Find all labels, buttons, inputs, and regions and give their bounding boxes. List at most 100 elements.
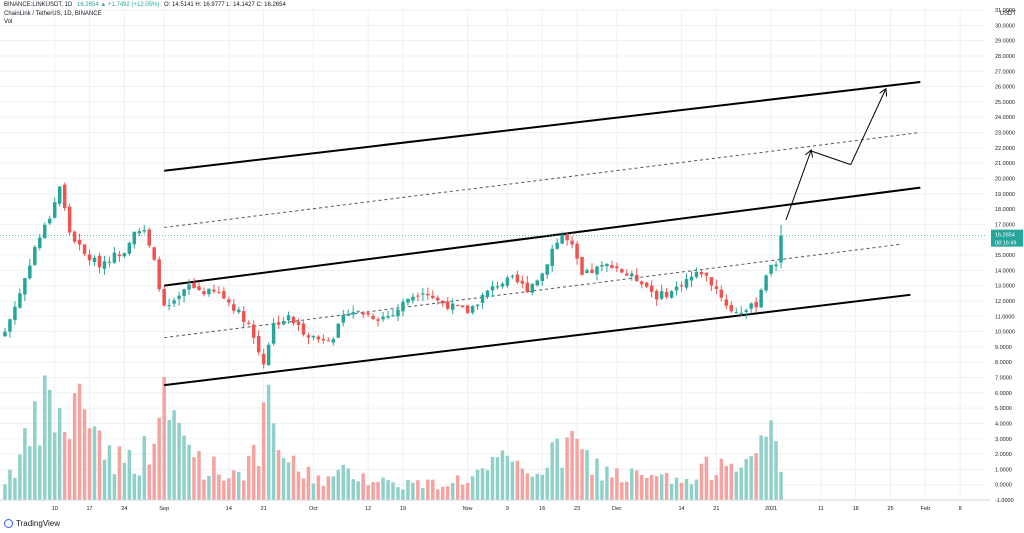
volume-bar (222, 480, 226, 500)
volume-bar (122, 462, 127, 500)
candle-body (391, 315, 395, 317)
candle-body (515, 274, 520, 283)
volume-bar (480, 468, 485, 500)
channel-line-lower-mid-dotted (164, 243, 901, 339)
price-tick-label: 8.0000 (995, 360, 1012, 366)
time-tick-label: Feb (921, 506, 930, 512)
volume-bar (147, 464, 151, 500)
volume-bar (251, 444, 256, 500)
volume-bar (669, 483, 674, 500)
candle-body (495, 286, 500, 288)
candle-body (640, 281, 644, 285)
volume-bar (585, 450, 589, 500)
candle-body (13, 306, 17, 321)
candle-body (102, 261, 107, 269)
volume-bar (535, 473, 540, 500)
candle-body (620, 269, 624, 273)
volume-bar (436, 489, 440, 500)
volume-bar (734, 471, 739, 500)
volume-bar (421, 488, 425, 500)
volume-bar (754, 453, 758, 500)
candle-body (52, 202, 57, 218)
candle-body (674, 286, 679, 291)
candle-body (490, 286, 495, 291)
candle-body (311, 335, 316, 338)
volume-bar (774, 441, 778, 500)
price-tick-label: 11.0000 (995, 314, 1014, 320)
volume-bar (132, 473, 137, 500)
price-tick-label: 28.0000 (995, 54, 1015, 60)
tradingview-brand[interactable]: TradingView (4, 519, 60, 528)
volume-bar (704, 456, 709, 500)
candle-body (421, 293, 425, 295)
candle-body (445, 301, 450, 309)
candle-body (595, 266, 599, 275)
indicator-label[interactable]: Vol (4, 18, 15, 26)
candle-body (580, 256, 584, 275)
volume-bar (311, 483, 316, 500)
indicator-name: Vol (4, 19, 13, 25)
volume-bar (92, 426, 97, 500)
volume-bar (426, 479, 430, 500)
candle-body (426, 293, 430, 296)
candle-body (72, 231, 77, 242)
candlesticks (3, 182, 783, 369)
candle-body (450, 303, 455, 310)
volume-bar (490, 457, 495, 500)
candle-body (411, 296, 415, 301)
candle-body (470, 306, 475, 313)
chart-title-text: ChainLink / TetherUS, 1D, BINANCE (4, 11, 102, 17)
volume-bar (600, 480, 604, 500)
volume-bar (291, 455, 296, 500)
volume-bar (242, 480, 246, 500)
volume-bar (8, 469, 12, 500)
candle-body (779, 235, 783, 263)
candle-body (565, 234, 569, 241)
volume-bar (162, 377, 166, 500)
candle-body (222, 291, 226, 299)
price-tick-label: 2.0000 (995, 452, 1012, 458)
volume-bar (654, 476, 659, 500)
volume-bar (764, 436, 768, 500)
volume-bar (152, 443, 156, 500)
price-tick-label: 22.0000 (995, 146, 1015, 152)
volume-bar (560, 467, 564, 500)
candle-body (510, 275, 515, 277)
volume-bar (416, 480, 420, 500)
volume-bar (590, 474, 594, 500)
candle-body (246, 322, 251, 324)
price-tick-label: 25.0000 (995, 100, 1015, 106)
volume-bar (445, 486, 450, 500)
candle-body (57, 186, 62, 204)
volume-bar (575, 438, 579, 500)
candle-body (251, 324, 256, 338)
candle-body (92, 257, 97, 263)
price-tick-label: -1.0000 (995, 498, 1014, 504)
candle-body (177, 295, 181, 299)
candle-body (167, 305, 171, 307)
candle-body (615, 266, 619, 269)
candle-body (256, 336, 261, 353)
volume-bar (232, 470, 236, 500)
volume-bar (635, 470, 639, 500)
volume-bar (137, 475, 142, 500)
volume-bar (580, 449, 584, 500)
candle-body (570, 240, 574, 245)
volume-bar (33, 401, 37, 500)
volume-bar (460, 484, 465, 500)
candle-body (475, 304, 480, 307)
tradingview-brand-text: TradingView (16, 519, 61, 528)
volume-bar (102, 459, 107, 500)
candle-body (406, 298, 410, 303)
volume-bar (87, 428, 92, 500)
candle-body (112, 252, 117, 263)
candle-body (550, 248, 554, 267)
volume-bar (505, 455, 510, 500)
volume-bar (565, 437, 569, 500)
candle-body (724, 299, 729, 306)
time-tick-label: Sep (159, 506, 169, 512)
candle-body (296, 321, 301, 326)
candle-body (371, 315, 375, 319)
candle-body (62, 184, 67, 208)
